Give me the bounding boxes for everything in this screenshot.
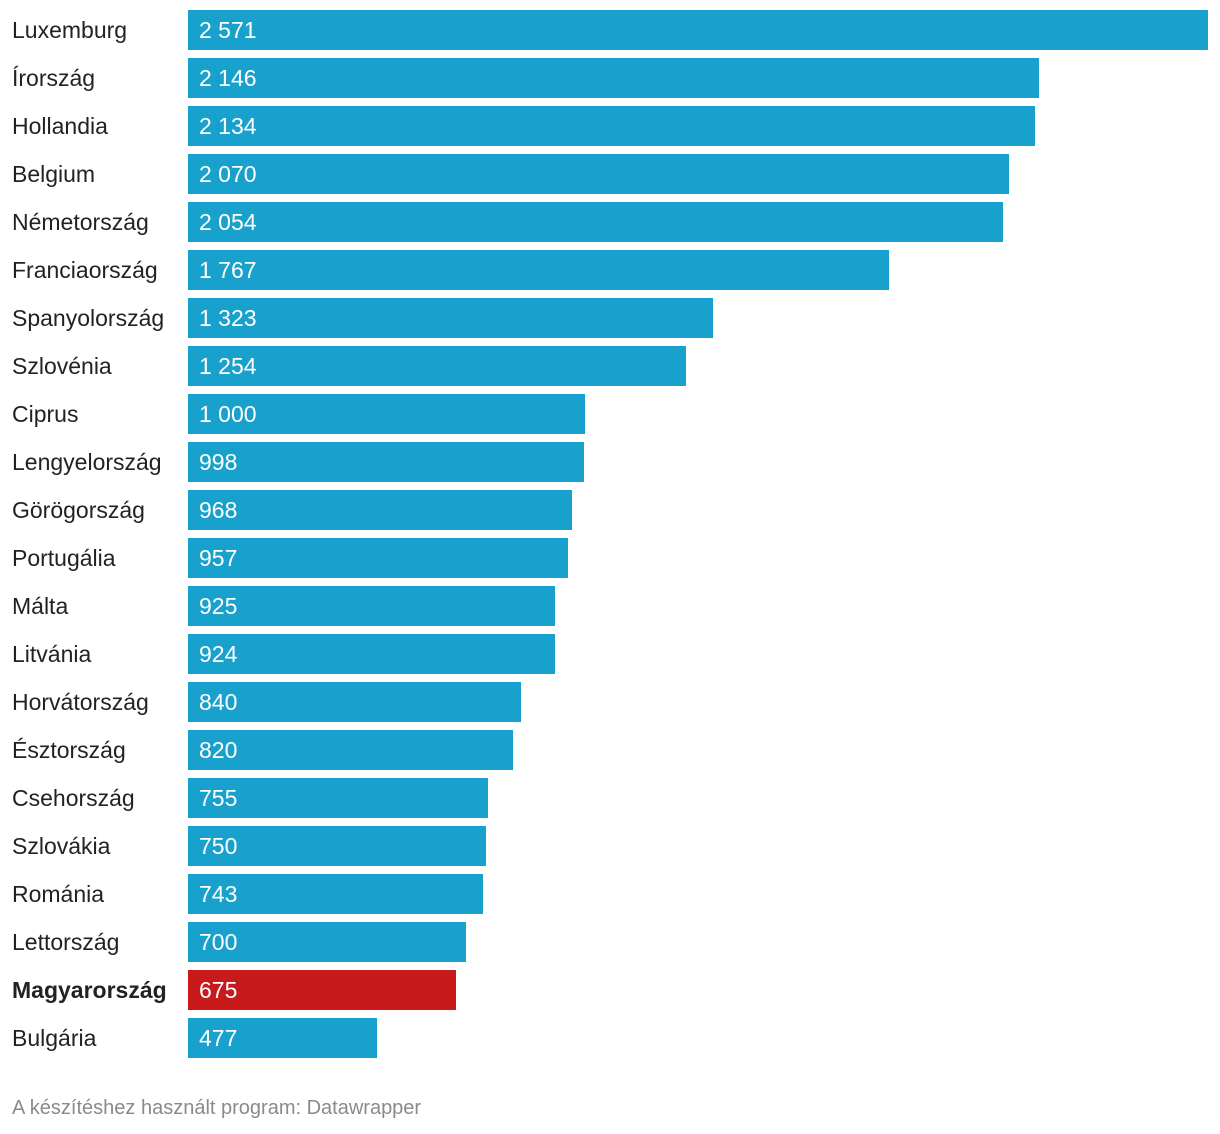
bar-value-label: 820 [199, 737, 238, 763]
bar [188, 250, 889, 290]
bar [188, 730, 513, 770]
bar-value-label: 1 000 [199, 401, 257, 427]
bar-value-label: 2 571 [199, 17, 257, 43]
bar-value-label: 755 [199, 785, 238, 811]
bar [188, 538, 568, 578]
bar [188, 586, 555, 626]
bar-value-label: 968 [199, 497, 238, 523]
bar-chart: Luxemburg 2 571 Írország 2 146 Hollandia 2 13… [12, 10, 1208, 1058]
bar [188, 682, 521, 722]
category-label: Horvátország [12, 689, 149, 715]
bar [188, 298, 713, 338]
category-label: Belgium [12, 161, 96, 187]
bar-value-label: 840 [199, 689, 238, 715]
bar [188, 874, 483, 914]
bar-value-label: 2 146 [199, 65, 257, 91]
bar-value-label: 957 [199, 545, 238, 571]
category-label: Lengyelország [12, 449, 162, 475]
bar-value-label: 743 [199, 881, 238, 907]
bar [188, 154, 1009, 194]
category-label: Spanyolország [12, 305, 165, 331]
category-label: Románia [12, 881, 105, 907]
bar [188, 58, 1039, 98]
category-label: Litvánia [12, 641, 92, 667]
category-label: Luxemburg [12, 17, 128, 43]
category-label: Csehország [12, 785, 135, 811]
bar [188, 826, 486, 866]
bar-value-label: 924 [199, 641, 238, 667]
bar-value-label: 2 070 [199, 161, 257, 187]
bar-value-label: 2 054 [199, 209, 257, 235]
bar-value-label: 1 254 [199, 353, 257, 379]
category-label: Ciprus [12, 401, 79, 427]
bar-value-label: 1 767 [199, 257, 257, 283]
bar-value-label: 2 134 [199, 113, 257, 139]
category-label: Portugália [12, 545, 116, 571]
bar-value-label: 700 [199, 929, 238, 955]
bar-value-label: 750 [199, 833, 238, 859]
category-label: Hollandia [12, 113, 108, 139]
credit-text: A készítéshez használt program: Datawrap… [12, 1097, 422, 1119]
bar [188, 10, 1208, 50]
bar [188, 106, 1035, 146]
bar-value-label: 1 323 [199, 305, 257, 331]
bar-value-label: 998 [199, 449, 238, 475]
bar-value-label: 925 [199, 593, 238, 619]
category-label: Németország [12, 209, 149, 235]
category-label: Szlovákia [12, 833, 111, 859]
category-label: Írország [12, 65, 96, 91]
category-label: Lettország [12, 929, 120, 955]
category-label: Franciaország [12, 257, 158, 283]
bar-value-label: 477 [199, 1025, 238, 1051]
bar [188, 922, 466, 962]
bar [188, 970, 456, 1010]
bar [188, 490, 572, 530]
bar [188, 442, 584, 482]
bar [188, 778, 488, 818]
category-label: Magyarország [12, 977, 167, 1003]
category-label: Görögország [12, 497, 145, 523]
category-label: Észtország [12, 737, 126, 763]
bar [188, 202, 1003, 242]
category-label: Bulgária [12, 1025, 97, 1051]
category-label: Szlovénia [12, 353, 112, 379]
bar [188, 394, 585, 434]
bar-value-label: 675 [199, 977, 238, 1003]
bar [188, 346, 686, 386]
bar [188, 1018, 377, 1058]
category-label: Málta [12, 593, 69, 619]
bar [188, 634, 555, 674]
